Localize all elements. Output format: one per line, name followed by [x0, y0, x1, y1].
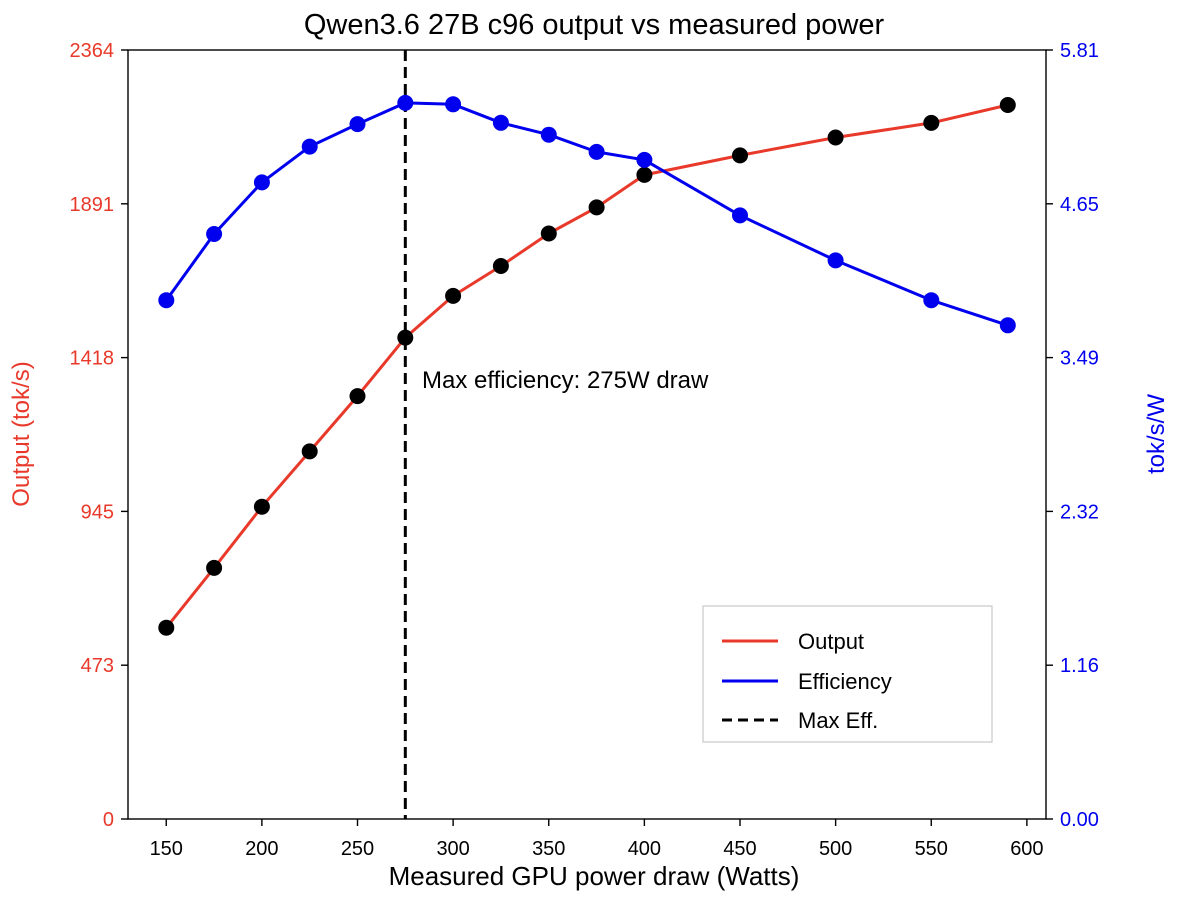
efficiency-point	[999, 317, 1016, 334]
output-point	[999, 97, 1016, 113]
output-point	[397, 329, 414, 346]
output-point	[636, 166, 653, 183]
output-point	[827, 129, 844, 146]
output-point	[445, 287, 462, 304]
x-tick-label: 150	[150, 838, 183, 860]
x-tick-label: 200	[245, 838, 278, 860]
y-left-tick-label: 2364	[70, 40, 115, 62]
legend-frame	[702, 605, 993, 743]
output-point	[540, 225, 557, 242]
x-tick-label: 500	[819, 838, 852, 860]
efficiency-point	[301, 138, 318, 155]
legend: Output Efficiency Max Eff.	[702, 605, 993, 743]
y-right-tick-label: 5.81	[1060, 40, 1099, 62]
efficiency-point	[540, 126, 557, 143]
output-point	[923, 114, 940, 131]
y-left-tick-label: 1891	[70, 194, 115, 216]
output-point	[158, 619, 175, 636]
legend-output-label: Output	[798, 629, 864, 654]
y-right-tick-label: 3.49	[1060, 348, 1099, 370]
output-point	[301, 443, 318, 460]
max-efficiency-annotation: Max efficiency: 275W draw	[422, 367, 709, 394]
y-left-tick-label: 1418	[70, 348, 115, 370]
efficiency-point	[492, 114, 509, 131]
efficiency-point	[827, 252, 844, 269]
output-point	[206, 559, 223, 576]
legend-efficiency-label: Efficiency	[798, 669, 892, 694]
x-axis-label: Measured GPU power draw (Watts)	[389, 861, 800, 891]
efficiency-point	[253, 174, 270, 191]
efficiency-point	[445, 96, 462, 113]
plot-frame	[127, 49, 1047, 820]
y-right-tick-label: 1.16	[1060, 655, 1099, 677]
efficiency-point	[588, 143, 605, 160]
efficiency-point	[732, 207, 748, 224]
efficiency-point	[158, 292, 175, 309]
x-tick-label: 600	[1010, 838, 1043, 860]
y-right-axis-label: tok/s/W	[1143, 394, 1170, 474]
efficiency-point	[397, 94, 414, 111]
efficiency-point	[923, 292, 940, 309]
output-point	[732, 147, 748, 164]
output-point	[588, 199, 605, 216]
x-tick-label: 400	[628, 838, 661, 860]
y-right-tick-label: 2.32	[1060, 501, 1099, 523]
y-left-tick-label: 0	[103, 809, 114, 831]
efficiency-point	[349, 116, 366, 133]
x-tick-label: 300	[436, 838, 469, 860]
chart-title: Qwen3.6 27B c96 output vs measured power	[304, 9, 885, 41]
x-tick-label: 350	[532, 838, 565, 860]
x-tick-label: 450	[723, 838, 756, 860]
output-point	[349, 388, 366, 405]
output-point	[253, 498, 270, 515]
legend-max-eff-label: Max Eff.	[798, 708, 878, 733]
y-left-tick-label: 945	[81, 501, 114, 523]
efficiency-point	[206, 226, 223, 242]
y-left-tick-label: 473	[81, 655, 114, 677]
x-tick-label: 550	[915, 838, 948, 860]
y-right-tick-label: 0.00	[1060, 809, 1099, 831]
y-left-axis-label: Output (tok/s)	[8, 361, 35, 506]
x-tick-label: 250	[341, 838, 374, 860]
y-right-tick-label: 4.65	[1060, 194, 1099, 216]
output-point	[492, 258, 509, 274]
efficiency-point	[636, 151, 653, 168]
